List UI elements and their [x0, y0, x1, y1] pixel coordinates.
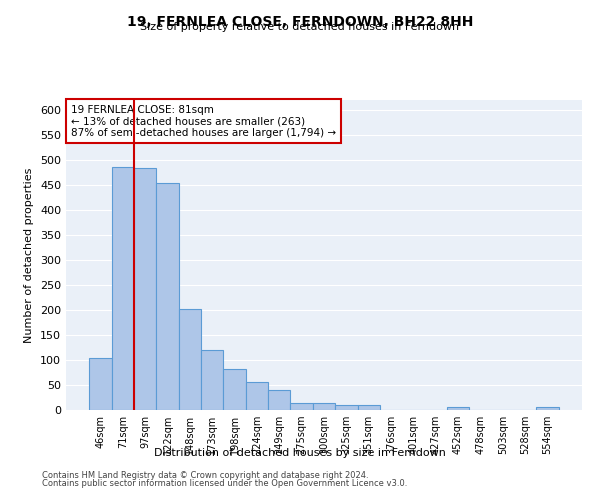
Bar [246, 382, 268, 410]
Bar [223, 368, 246, 410]
Bar [358, 405, 380, 410]
Bar [89, 358, 112, 410]
Bar [112, 166, 134, 410]
Bar [447, 406, 469, 410]
Text: 19, FERNLEA CLOSE, FERNDOWN, BH22 8HH: 19, FERNLEA CLOSE, FERNDOWN, BH22 8HH [127, 15, 473, 29]
Text: 19 FERNLEA CLOSE: 81sqm
← 13% of detached houses are smaller (263)
87% of semi-d: 19 FERNLEA CLOSE: 81sqm ← 13% of detache… [71, 104, 336, 138]
Text: Size of property relative to detached houses in Ferndown: Size of property relative to detached ho… [140, 22, 460, 32]
Bar [157, 182, 179, 410]
Bar [268, 390, 290, 410]
Bar [201, 350, 223, 410]
Bar [290, 402, 313, 410]
Text: Contains HM Land Registry data © Crown copyright and database right 2024.: Contains HM Land Registry data © Crown c… [42, 471, 368, 480]
Bar [179, 309, 201, 410]
Text: Distribution of detached houses by size in Ferndown: Distribution of detached houses by size … [154, 448, 446, 458]
Text: Contains public sector information licensed under the Open Government Licence v3: Contains public sector information licen… [42, 478, 407, 488]
Bar [335, 405, 358, 410]
Bar [536, 406, 559, 410]
Bar [134, 168, 157, 410]
Bar [313, 402, 335, 410]
Y-axis label: Number of detached properties: Number of detached properties [25, 168, 34, 342]
